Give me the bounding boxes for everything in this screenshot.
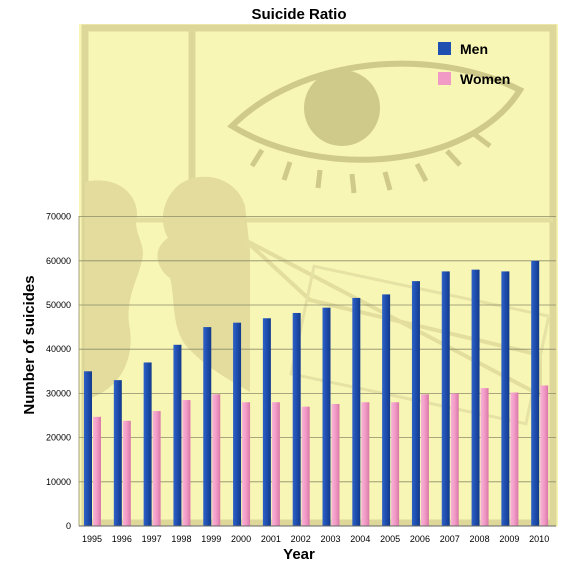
legend-swatch-women [438, 72, 451, 85]
chart-title: Suicide Ratio [251, 6, 346, 23]
bar-women-2000 [242, 402, 251, 526]
y-tick-label: 70000 [46, 212, 71, 222]
bar-women-2003 [331, 404, 340, 526]
bar-men-2009 [501, 271, 510, 526]
bar-women-2002 [301, 406, 310, 526]
legend: Men Women [438, 41, 510, 87]
bar-women-1995 [93, 416, 101, 526]
legend-swatch-men [438, 42, 451, 55]
x-tick-label: 1999 [201, 534, 221, 544]
bar-women-1997 [152, 411, 161, 526]
x-tick-label: 2010 [529, 534, 549, 544]
bar-men-2003 [322, 307, 331, 526]
legend-label-men: Men [460, 41, 488, 57]
x-tick-label: 1996 [112, 534, 132, 544]
bar-men-2000 [233, 322, 242, 526]
bar-men-2002 [292, 312, 301, 526]
bar-men-2006 [411, 281, 420, 526]
y-tick-labels: 0 10000 20000 30000 40000 50000 60000 70000 [46, 212, 71, 531]
x-tick-label: 1995 [82, 534, 102, 544]
bar-women-2001 [271, 402, 280, 526]
y-tick-label: 10000 [46, 477, 71, 487]
y-tick-label: 0 [66, 521, 71, 531]
x-axis-title: Year [283, 546, 315, 563]
legend-label-women: Women [460, 71, 510, 87]
x-tick-label: 2006 [410, 534, 430, 544]
x-tick-label: 2007 [440, 534, 460, 544]
x-tick-label: 1998 [171, 534, 191, 544]
bar-women-2004 [361, 402, 370, 526]
x-tick-label: 2008 [470, 534, 490, 544]
bar-men-2005 [382, 294, 391, 526]
bar-men-2004 [352, 297, 361, 526]
bar-men-1995 [84, 371, 92, 526]
bar-women-2010 [540, 385, 549, 526]
x-tick-label: 2002 [291, 534, 311, 544]
bar-women-1996 [122, 420, 131, 526]
x-tick-label: 2005 [380, 534, 400, 544]
bars [84, 260, 549, 526]
x-tick-label: 2003 [320, 534, 340, 544]
x-tick-label: 2004 [350, 534, 370, 544]
y-tick-label: 50000 [46, 300, 71, 310]
x-tick-label: 2001 [261, 534, 281, 544]
y-tick-label: 40000 [46, 344, 71, 354]
bar-men-2001 [262, 318, 271, 526]
y-tick-label: 30000 [46, 388, 71, 398]
bar-women-1999 [212, 394, 221, 526]
bar-men-2008 [471, 269, 480, 526]
bar-women-2005 [391, 402, 400, 526]
bar-men-2007 [441, 271, 450, 526]
bar-men-1998 [173, 344, 182, 526]
x-tick-label: 2000 [231, 534, 251, 544]
bar-women-2009 [510, 392, 519, 526]
bar-women-2006 [420, 394, 429, 526]
bar-men-2010 [531, 260, 540, 526]
x-tick-label: 1997 [142, 534, 162, 544]
bar-women-2007 [450, 393, 459, 526]
bar-women-2008 [480, 388, 489, 526]
bar-men-1996 [113, 380, 122, 526]
y-tick-label: 20000 [46, 433, 71, 443]
bar-men-1999 [203, 327, 212, 526]
y-axis-title: Number of suicides [21, 275, 38, 414]
bar-men-1997 [143, 362, 152, 526]
y-tick-label: 60000 [46, 256, 71, 266]
x-tick-label: 2009 [499, 534, 519, 544]
x-tick-labels: 1995 1996 1997 1998 1999 2000 2001 2002 2003 2004… [82, 534, 549, 544]
bar-women-1998 [182, 400, 191, 526]
